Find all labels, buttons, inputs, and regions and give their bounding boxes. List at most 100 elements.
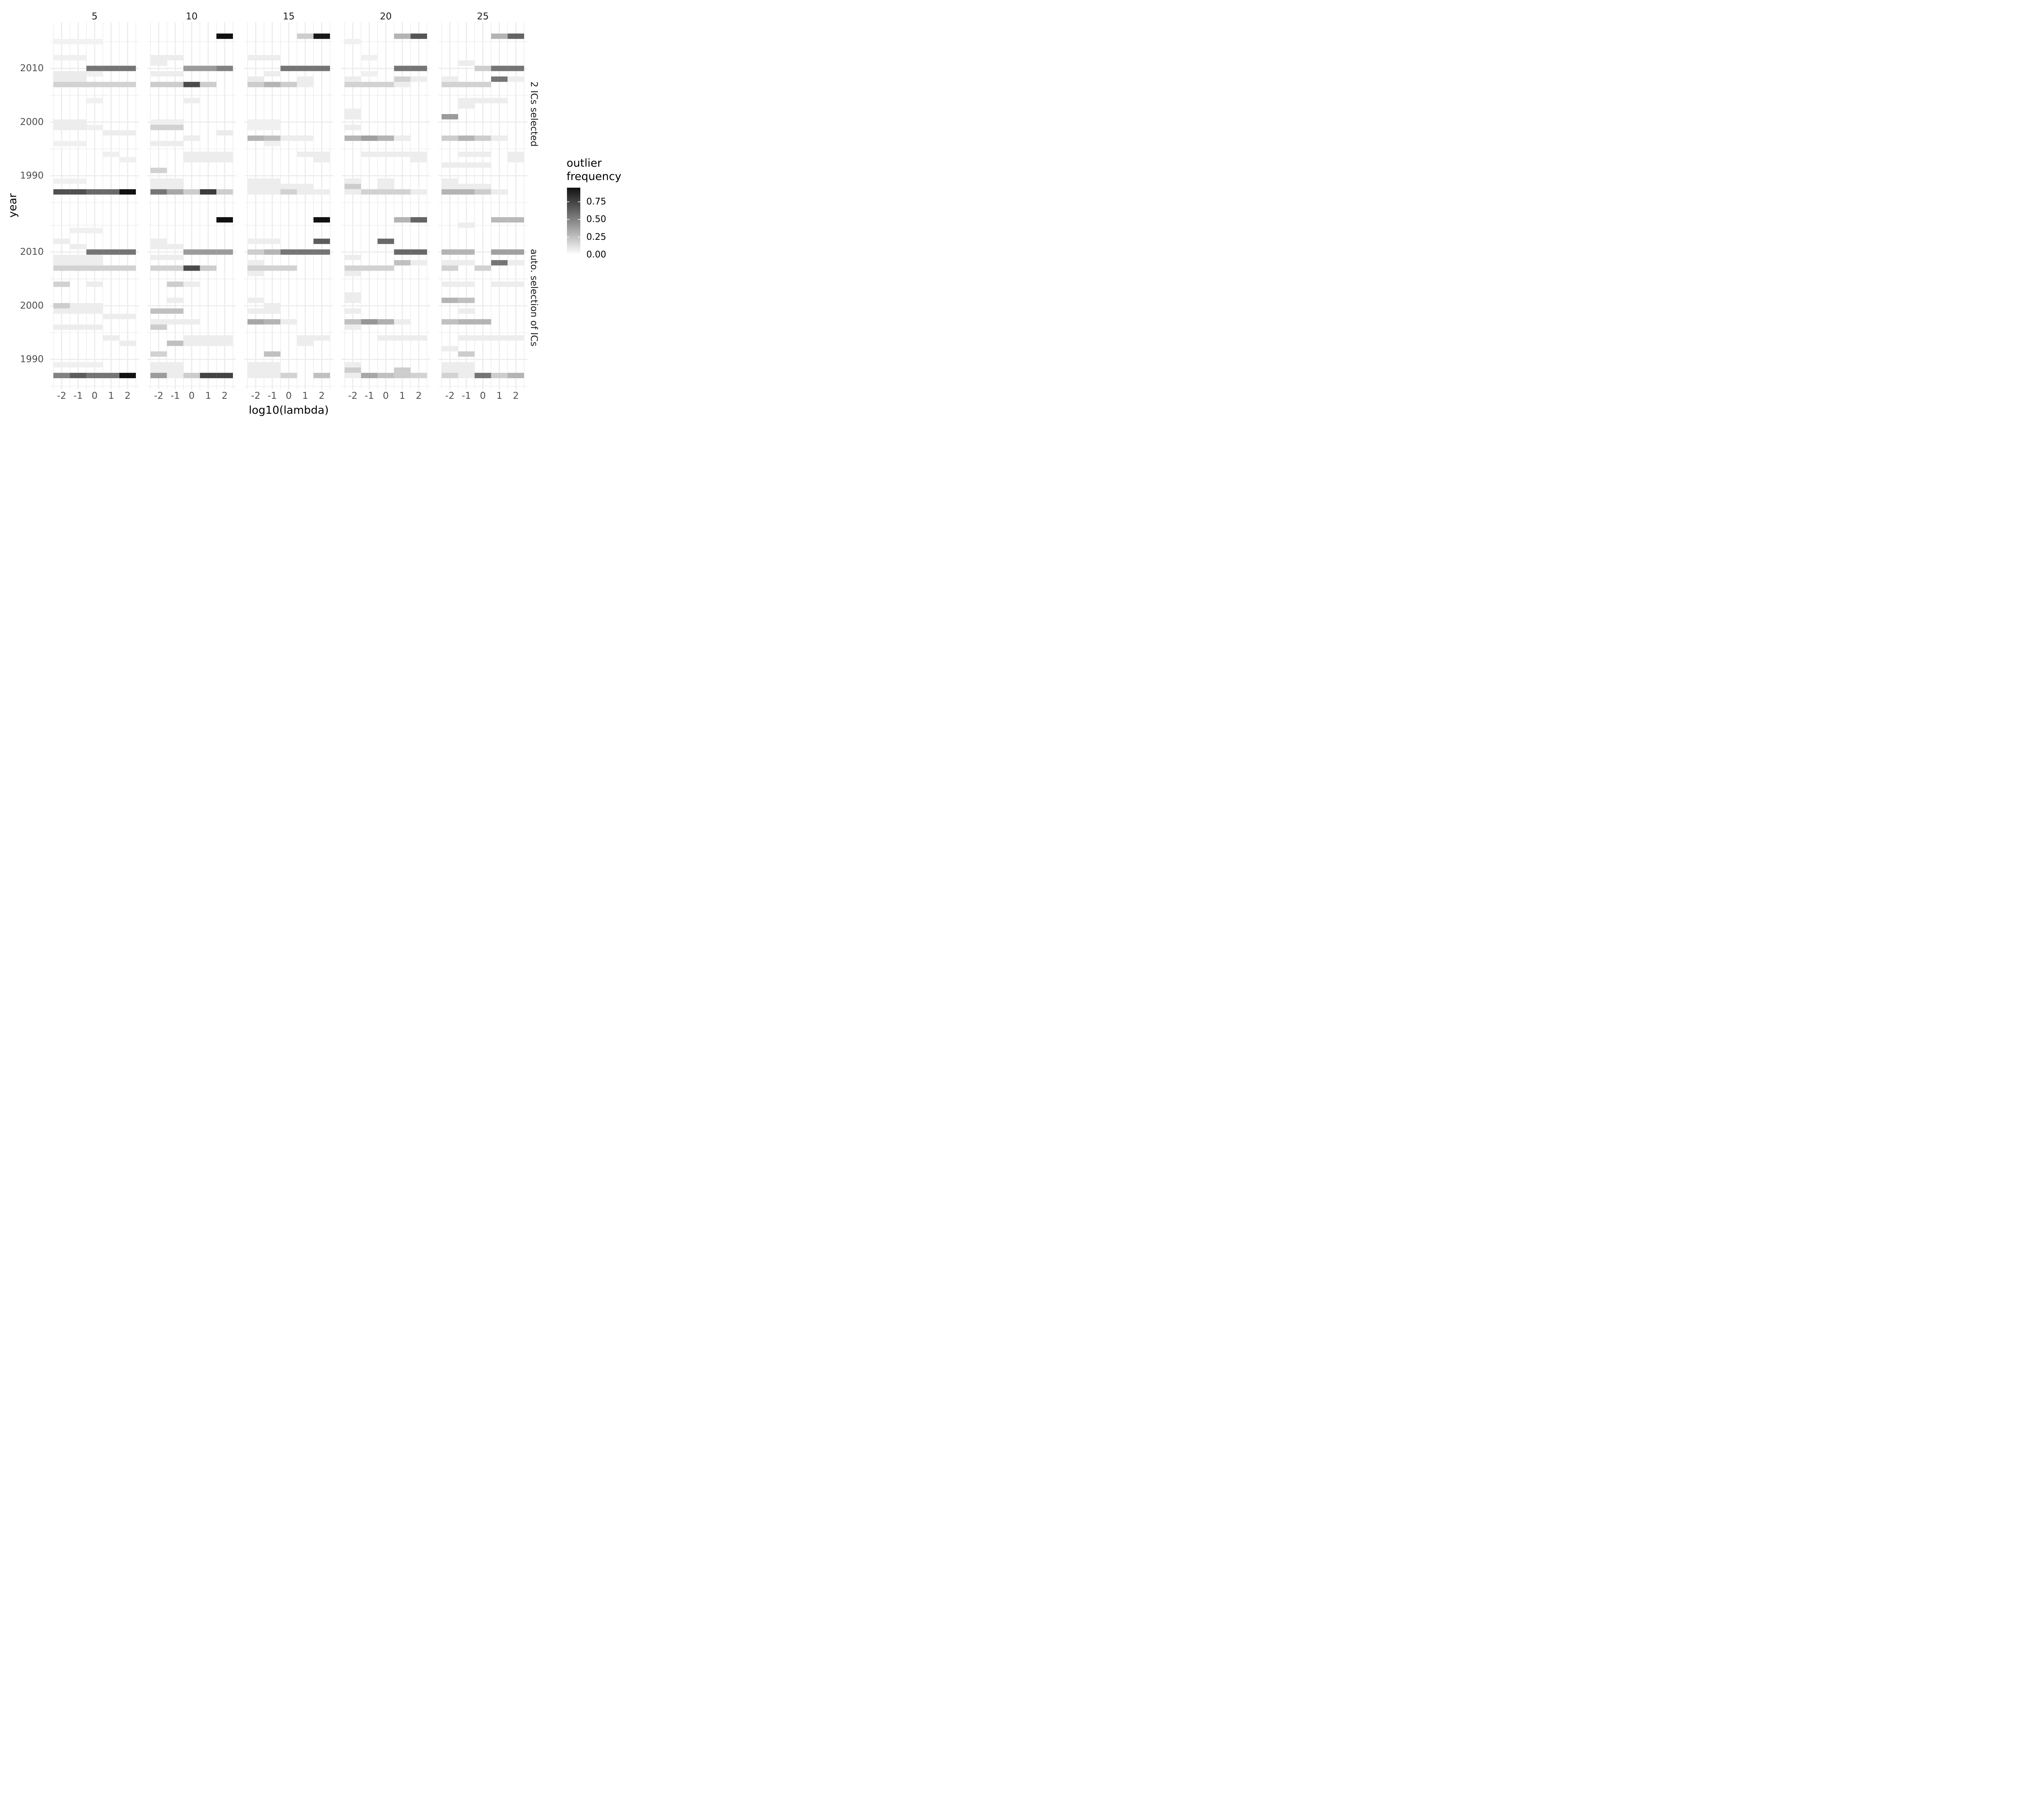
- heatmap-tile: [86, 281, 103, 287]
- heatmap-tile: [247, 119, 264, 125]
- heatmap-tile: [377, 135, 394, 141]
- heatmap-tile: [491, 33, 508, 39]
- heatmap-tile: [442, 135, 458, 141]
- heatmap-tile: [264, 189, 281, 195]
- heatmap-tile: [86, 362, 103, 368]
- heatmap-tile: [264, 119, 281, 125]
- heatmap-tile: [103, 372, 120, 379]
- heatmap-tile: [247, 265, 264, 271]
- x-tick-label: 0: [383, 391, 389, 401]
- heatmap-tile: [183, 372, 200, 379]
- legend-title: outlier frequency: [567, 157, 621, 183]
- heatmap-tile: [86, 66, 103, 71]
- heatmap-tile: [200, 66, 217, 71]
- heatmap-tile: [150, 244, 167, 250]
- heatmap-tile: [458, 184, 475, 189]
- heatmap-tile: [458, 249, 475, 255]
- heatmap-tile: [247, 308, 264, 314]
- heatmap-tile: [264, 82, 281, 87]
- heatmap-tile: [280, 189, 297, 195]
- x-tick-label: -1: [462, 391, 471, 401]
- heatmap-tile: [442, 260, 458, 266]
- heatmap-tile: [474, 162, 491, 168]
- x-tick-label: -2: [57, 391, 66, 401]
- heatmap-tile: [394, 135, 411, 141]
- x-tick-label: -1: [171, 391, 180, 401]
- x-tick-label: 1: [108, 391, 114, 401]
- heatmap-tile: [508, 66, 524, 71]
- heatmap-tile: [377, 151, 394, 157]
- heatmap-tile: [150, 324, 167, 330]
- heatmap-tile: [508, 281, 524, 287]
- heatmap-tile: [183, 319, 200, 325]
- heatmap-tile: [86, 249, 103, 255]
- heatmap-tile: [150, 141, 167, 146]
- heatmap-tile: [474, 372, 491, 379]
- heatmap-tile: [410, 157, 427, 163]
- heatmap-tile: [70, 119, 87, 125]
- heatmap-tile: [264, 71, 281, 77]
- heatmap-tile: [442, 184, 458, 189]
- heatmap-tile: [70, 244, 87, 250]
- heatmap-tile: [410, 217, 427, 223]
- heatmap-tile: [264, 55, 281, 61]
- heatmap-tile: [345, 108, 361, 114]
- heatmap-tile: [264, 135, 281, 141]
- heatmap-tile: [442, 249, 458, 255]
- heatmap-tile: [150, 178, 167, 184]
- heatmap-tile: [150, 82, 167, 87]
- heatmap-tile: [297, 341, 314, 346]
- heatmap-tile: [247, 372, 264, 379]
- heatmap-tile: [491, 135, 508, 141]
- heatmap-tile: [150, 184, 167, 189]
- x-tick-label: -2: [251, 391, 260, 401]
- heatmap-tile: [458, 319, 475, 325]
- heatmap-tile: [150, 308, 167, 314]
- heatmap-tile: [410, 151, 427, 157]
- heatmap-tile: [53, 254, 70, 260]
- heatmap-tile: [345, 189, 361, 195]
- heatmap-tile: [119, 130, 136, 136]
- heatmap-tile: [150, 189, 167, 195]
- heatmap-tile: [53, 125, 70, 130]
- x-tick-label: 1: [399, 391, 405, 401]
- heatmap-tile: [119, 265, 136, 271]
- heatmap-tile: [119, 313, 136, 320]
- heatmap-tile: [313, 157, 330, 163]
- heatmap-tile: [70, 362, 87, 368]
- x-tick-label: 2: [513, 391, 519, 401]
- heatmap-tile: [458, 98, 475, 104]
- heatmap-tile: [103, 189, 120, 195]
- heatmap-tile: [410, 335, 427, 341]
- panel-0-1: [147, 22, 236, 206]
- heatmap-tile: [216, 249, 233, 255]
- heatmap-tile: [53, 141, 70, 146]
- heatmap-tile: [280, 372, 297, 379]
- heatmap-tile: [247, 135, 264, 141]
- heatmap-tile: [394, 335, 411, 341]
- heatmap-tile: [183, 98, 200, 104]
- heatmap-tile: [103, 313, 120, 320]
- heatmap-tile: [200, 151, 217, 157]
- heatmap-tile: [167, 298, 184, 303]
- heatmap-tile: [53, 82, 70, 87]
- heatmap-tile: [313, 249, 330, 255]
- heatmap-tile: [53, 308, 70, 314]
- panel-1-4: [438, 206, 527, 389]
- heatmap-tile: [150, 265, 167, 271]
- heatmap-tile: [150, 125, 167, 130]
- heatmap-tile: [458, 162, 475, 168]
- heatmap-tile: [70, 372, 87, 379]
- heatmap-tile: [458, 298, 475, 303]
- heatmap-tile: [361, 71, 378, 77]
- heatmap-tile: [394, 76, 411, 82]
- heatmap-tile: [70, 324, 87, 330]
- heatmap-tile: [394, 260, 411, 266]
- heatmap-tile: [53, 119, 70, 125]
- heatmap-tile: [150, 319, 167, 325]
- x-tick-label: 0: [286, 391, 292, 401]
- heatmap-tile: [150, 362, 167, 368]
- heatmap-tile: [508, 217, 524, 223]
- x-tick-label: -2: [348, 391, 357, 401]
- heatmap-tile: [183, 157, 200, 163]
